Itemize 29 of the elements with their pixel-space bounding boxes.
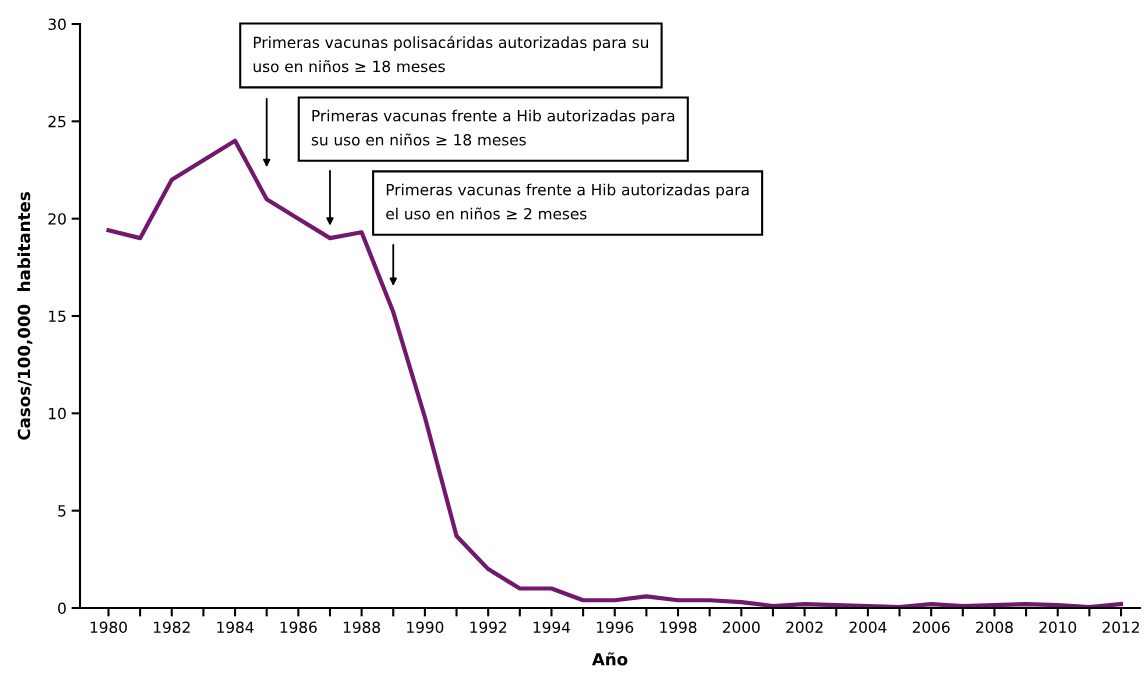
x-tick-label: 1980	[90, 621, 127, 634]
x-tick-label: 2002	[786, 621, 823, 634]
x-tick-label: 1992	[470, 621, 507, 634]
x-tick-label: 2004	[849, 621, 887, 634]
y-tick-label: 15	[49, 310, 66, 323]
y-axis-title: Casos/100,000 habitantes	[17, 192, 33, 440]
x-tick-label: 2006	[912, 621, 950, 634]
annotation: Primeras vacunas frente a Hib autorizadas para el uso en niños ≥ 2 meses	[386, 183, 749, 220]
x-axis-title: Año	[591, 652, 628, 666]
x-tick-label: 1996	[596, 621, 634, 634]
x-tick-label: 1982	[154, 621, 190, 634]
x-tick-label: 1988	[343, 621, 381, 634]
x-tick-label: 1994	[533, 621, 571, 634]
x-tick-label: 1986	[280, 621, 317, 634]
x-tick-label: 2000	[722, 621, 760, 634]
x-tick-label: 2008	[976, 621, 1013, 634]
x-tick-label: 2012	[1102, 621, 1139, 634]
x-tick-label: 2010	[1039, 621, 1077, 634]
annotation: Primeras vacunas polisacáridas autorizadas para su uso en niños ≥ 18 meses	[253, 35, 649, 73]
annotation: Primeras vacunas frente a Hib autorizadas para su uso en niños ≥ 18 meses	[311, 109, 675, 146]
y-tick-label: 0	[58, 602, 66, 615]
y-tick-label: 25	[48, 115, 66, 128]
y-tick-label: 20	[48, 213, 66, 225]
x-tick-label: 1984	[217, 621, 254, 634]
y-tick-label: 30	[48, 18, 66, 31]
y-tick-label: 10	[49, 407, 66, 420]
x-tick-label: 1998	[660, 621, 697, 634]
x-tick-label: 1990	[407, 621, 444, 634]
y-tick-label: 5	[58, 505, 66, 517]
